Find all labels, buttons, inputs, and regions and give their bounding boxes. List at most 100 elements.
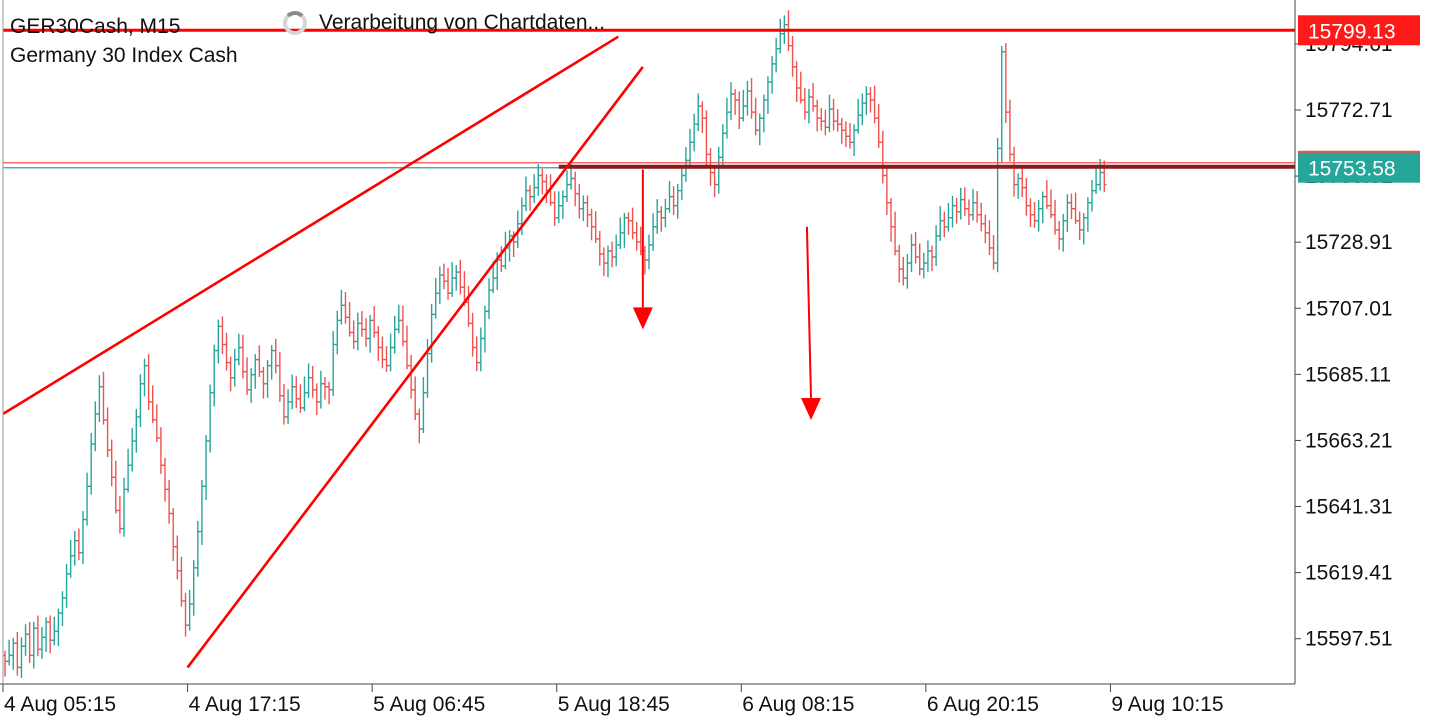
price-bar <box>236 333 242 366</box>
price-bar <box>634 222 639 251</box>
price-bar <box>433 277 438 319</box>
price-bar <box>942 211 947 238</box>
price-bar <box>216 319 221 364</box>
price-bar <box>798 71 803 104</box>
price-bar <box>1032 202 1037 228</box>
price-bar <box>589 208 594 241</box>
price-bar <box>322 376 328 400</box>
price-bar <box>60 591 65 626</box>
price-bar <box>93 401 98 452</box>
price-bar <box>175 535 180 580</box>
price-bar <box>630 207 635 240</box>
price-bar <box>1040 191 1045 224</box>
price-bar <box>864 86 869 115</box>
price-bar <box>1056 221 1062 250</box>
price-bar <box>1007 99 1013 162</box>
price-bar <box>700 101 705 134</box>
price-bar <box>728 82 734 120</box>
price-bar <box>802 87 808 120</box>
resistance-price-tag-text: 15799.13 <box>1308 20 1396 43</box>
price-bar <box>2 650 8 677</box>
price-bar <box>896 244 902 283</box>
x-tick-label: 4 Aug 05:15 <box>4 693 116 716</box>
x-tick-label: 6 Aug 08:15 <box>742 693 854 716</box>
price-bar <box>330 331 336 397</box>
wedge-trendline <box>186 66 644 669</box>
price-bar <box>326 381 332 405</box>
y-tick-label: 15707.01 <box>1305 297 1393 320</box>
price-bar <box>773 37 779 73</box>
price-bar <box>564 170 570 202</box>
price-bar <box>458 259 463 295</box>
arrow-shaft <box>805 226 813 398</box>
price-bar <box>536 164 541 196</box>
price-bar <box>240 334 246 379</box>
price-bar <box>712 165 717 198</box>
price-bar <box>23 624 28 656</box>
y-tick-label: 15728.91 <box>1305 231 1393 254</box>
price-bar <box>724 97 730 139</box>
price-bar <box>482 305 488 353</box>
price-bar <box>417 408 422 444</box>
price-bar <box>80 511 86 564</box>
price-bar <box>1073 192 1078 225</box>
price-bar <box>966 199 972 226</box>
price-bar <box>593 211 598 243</box>
price-bar <box>130 427 135 472</box>
price-bar <box>298 384 303 413</box>
price-bar <box>351 320 356 350</box>
y-tick-label: 15641.31 <box>1305 496 1393 519</box>
price-bar <box>921 252 927 279</box>
price-bar <box>769 55 775 94</box>
arrow-down-icon <box>632 169 653 330</box>
price-bar <box>839 118 844 144</box>
price-bar <box>704 110 709 167</box>
x-tick-label: 6 Aug 20:15 <box>927 693 1039 716</box>
current-price-tag-bg <box>1298 152 1420 183</box>
price-bar <box>212 344 217 407</box>
price-bar <box>490 261 496 294</box>
price-bar <box>97 375 102 422</box>
price-bar <box>363 318 369 347</box>
price-bar <box>408 354 414 399</box>
price-bar <box>6 639 12 666</box>
y-tick-label: 15597.51 <box>1305 628 1393 651</box>
price-bar <box>613 234 619 267</box>
price-bar <box>183 592 188 637</box>
price-bar <box>52 616 57 646</box>
price-bar <box>56 608 61 647</box>
price-bar <box>946 202 951 232</box>
price-bar <box>285 389 291 424</box>
price-bar <box>27 622 32 663</box>
price-bar <box>355 312 360 351</box>
price-bar <box>679 165 685 201</box>
price-bar <box>117 495 123 534</box>
price-bar <box>437 266 443 305</box>
price-bar <box>917 243 922 276</box>
price-bar <box>823 109 828 136</box>
price-bar <box>1077 211 1082 241</box>
price-bar <box>470 312 475 357</box>
price-bar <box>1052 199 1058 235</box>
price-bar <box>376 326 381 361</box>
price-bar <box>413 376 418 421</box>
price-bar <box>257 345 262 377</box>
price-bar <box>876 104 881 148</box>
price-bar <box>515 210 520 249</box>
price-bar <box>983 214 988 244</box>
x-tick-label: 5 Aug 18:45 <box>558 693 670 716</box>
price-bar <box>552 191 557 226</box>
price-bar <box>761 94 767 133</box>
price-bar <box>585 195 590 228</box>
price-bar <box>1015 173 1021 199</box>
price-bar <box>732 89 738 115</box>
price-bar <box>273 338 278 374</box>
price-bar <box>396 304 402 334</box>
price-bar <box>134 408 139 453</box>
symbol-title: GER30Cash, M15 <box>10 15 181 38</box>
price-bar <box>753 97 758 136</box>
price-bar <box>261 366 266 399</box>
price-bar <box>819 108 824 131</box>
price-bar <box>429 303 434 363</box>
